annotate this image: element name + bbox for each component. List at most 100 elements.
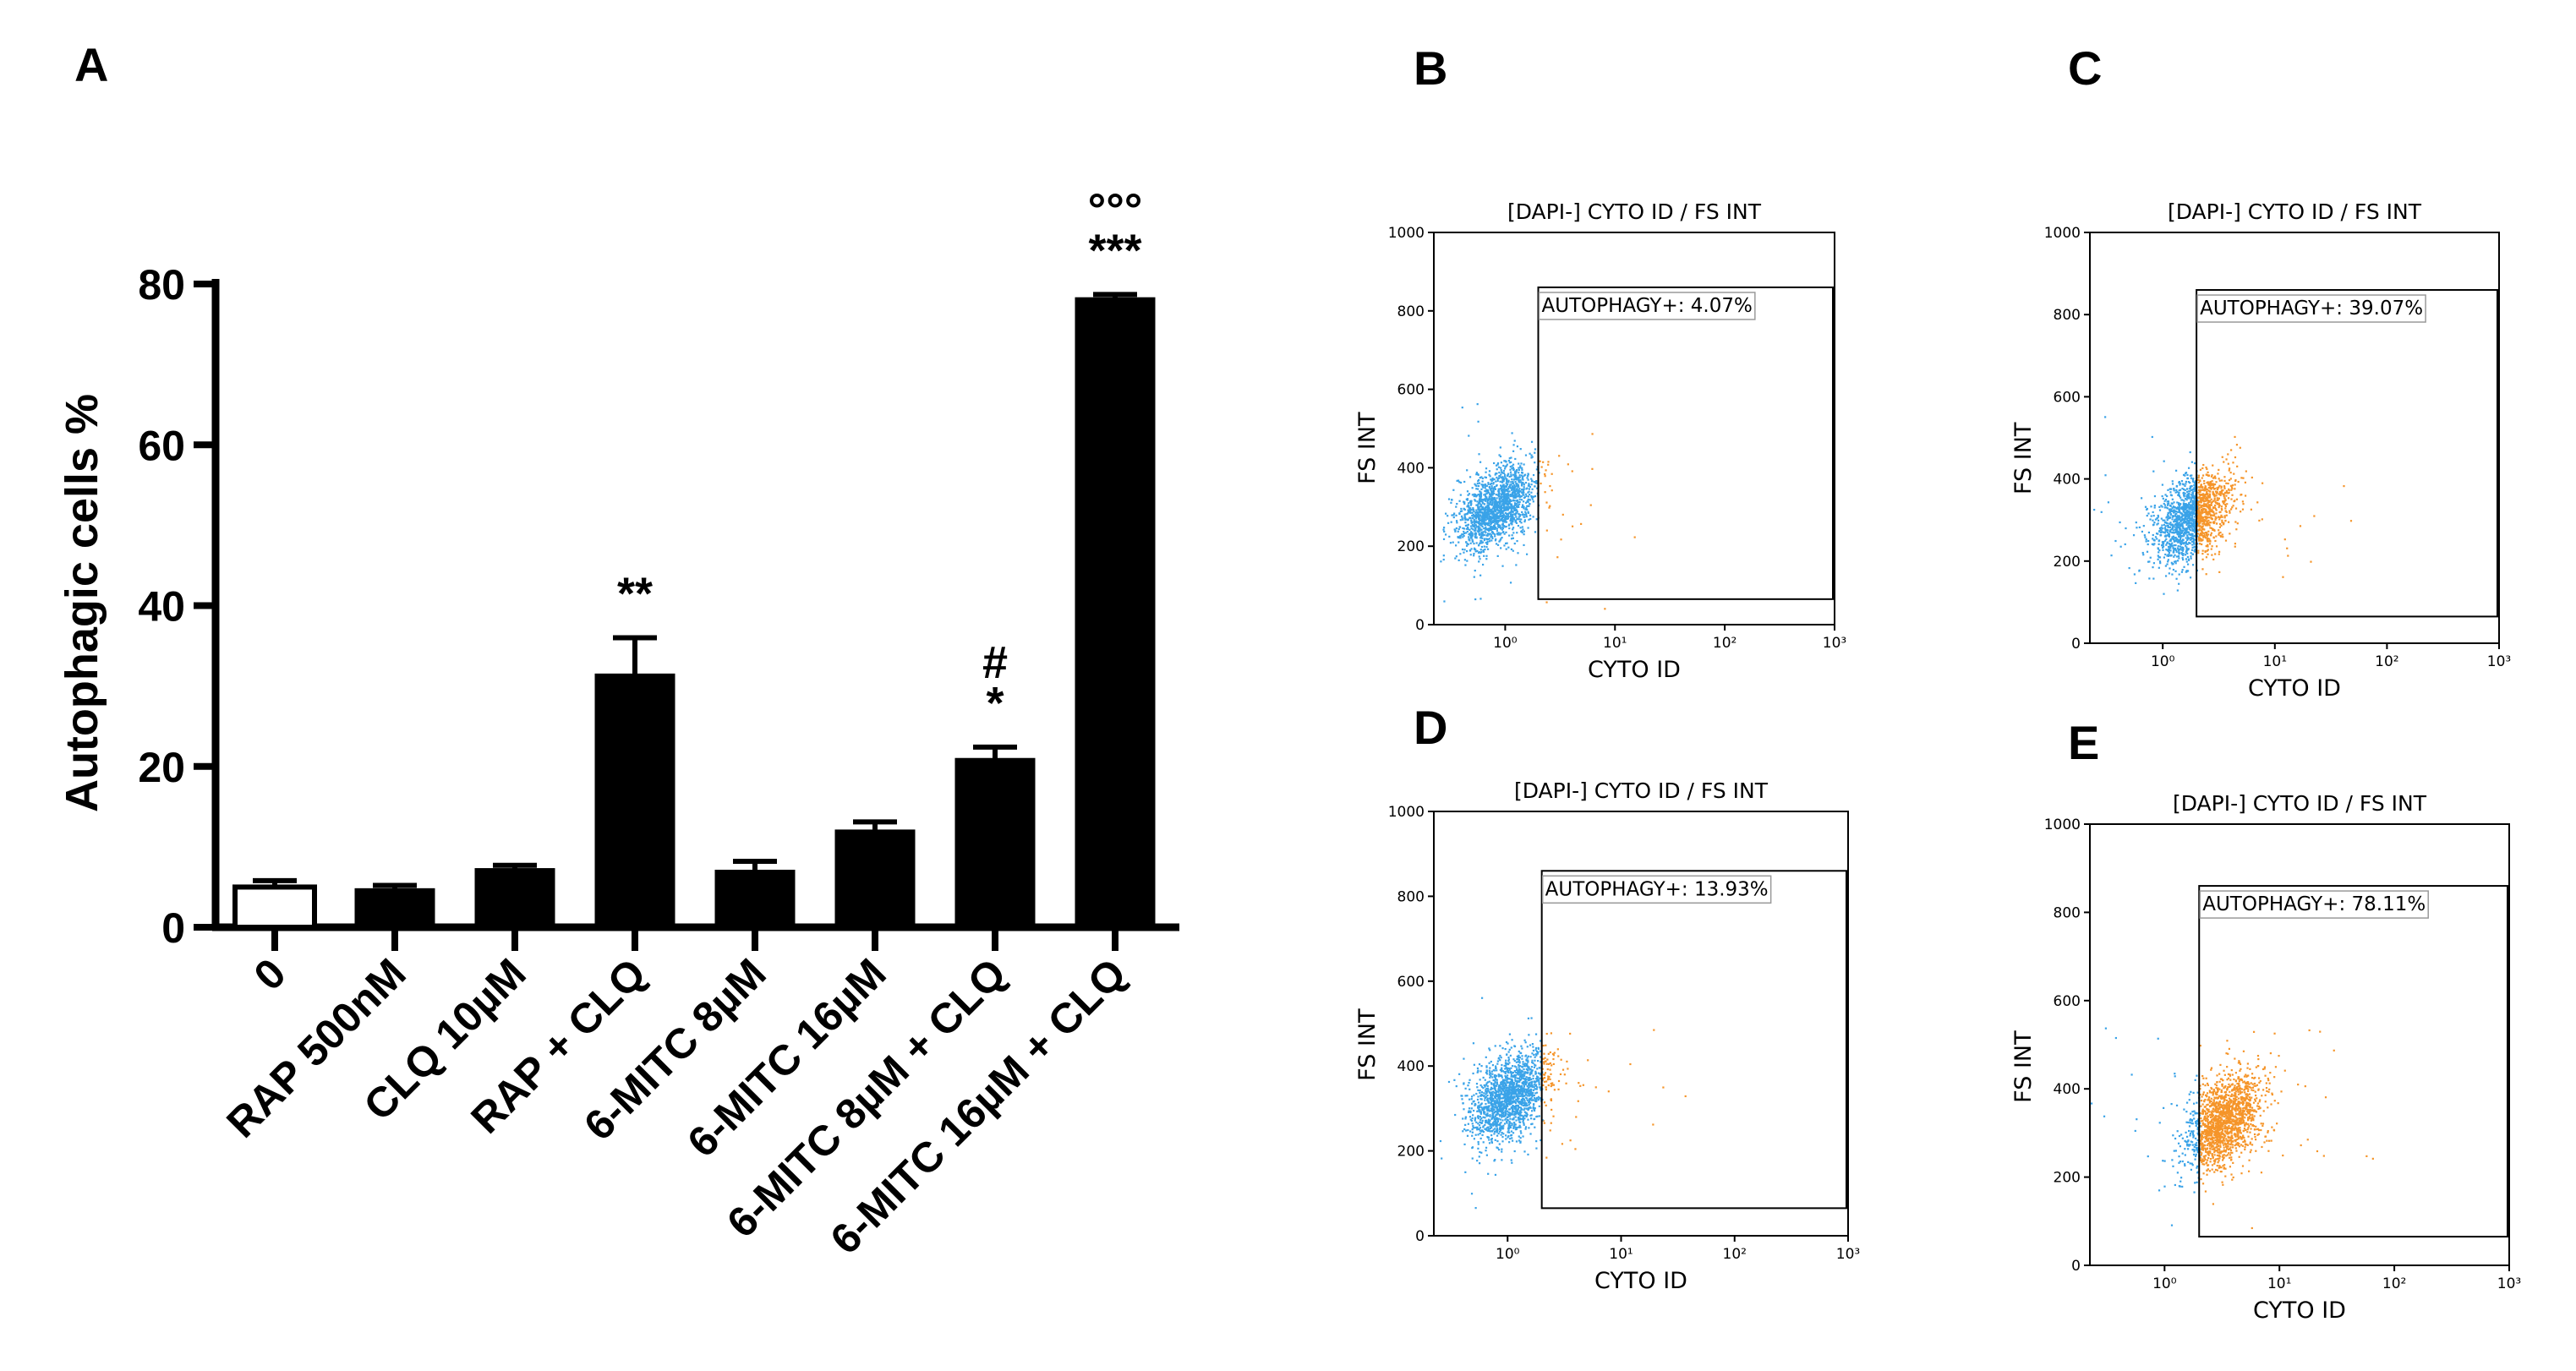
event-negative	[2145, 538, 2147, 541]
bar	[954, 757, 1036, 928]
event-positive	[2197, 552, 2200, 554]
event-negative	[2179, 528, 2181, 532]
event-negative	[1512, 516, 1515, 520]
event-negative	[2193, 512, 2196, 516]
event-negative	[1494, 519, 1496, 522]
event-negative	[1525, 1081, 1528, 1084]
event-positive	[2205, 489, 2207, 491]
event-negative	[2164, 539, 2167, 542]
event-negative	[1529, 1084, 1532, 1087]
event-negative	[1518, 1085, 1520, 1088]
event-positive	[1547, 1084, 1550, 1087]
event-positive	[2207, 499, 2210, 502]
event-positive	[2212, 486, 2214, 489]
event-negative	[1506, 1053, 1508, 1056]
event-negative	[1497, 519, 1500, 522]
event-negative	[2166, 542, 2169, 544]
event-negative	[2188, 559, 2190, 561]
event-negative	[1513, 494, 1516, 497]
event-negative	[1503, 494, 1507, 496]
event-negative	[1532, 1094, 1534, 1096]
event-negative	[1482, 513, 1485, 516]
event-negative	[1504, 1072, 1507, 1074]
event-positive	[1550, 1073, 1552, 1075]
event-negative	[2167, 554, 2169, 556]
y-tick-label: 600	[2054, 389, 2081, 406]
event-negative	[1525, 1068, 1528, 1071]
event-negative	[1485, 509, 1488, 511]
event-positive	[2205, 466, 2207, 469]
event-negative	[1534, 451, 1536, 454]
event-negative	[1457, 530, 1459, 533]
event-negative	[1490, 1100, 1493, 1103]
event-negative	[2107, 501, 2110, 504]
event-negative	[2187, 516, 2190, 520]
event-negative	[2135, 582, 2137, 584]
event-negative	[1512, 1086, 1515, 1089]
event-positive	[2218, 550, 2221, 553]
event-negative	[2187, 513, 2190, 516]
event-negative	[2167, 525, 2169, 527]
event-positive	[2214, 500, 2217, 503]
event-negative	[1501, 494, 1503, 496]
event-negative	[2194, 501, 2196, 505]
event-negative	[1464, 513, 1467, 516]
event-negative	[1474, 522, 1476, 525]
event-negative	[1530, 1084, 1533, 1086]
y-tick-label: 400	[1397, 1058, 1425, 1075]
event-negative	[1507, 1124, 1510, 1127]
event-negative	[1490, 1073, 1492, 1075]
event-negative	[1500, 1081, 1502, 1084]
event-negative	[1496, 1128, 1499, 1130]
event-negative	[1466, 490, 1469, 493]
event-negative	[1527, 511, 1529, 513]
event-negative	[1518, 474, 1521, 477]
event-negative	[1494, 535, 1496, 538]
event-negative	[1519, 1137, 1522, 1139]
event-negative	[1461, 407, 1463, 409]
event-negative	[1531, 1080, 1534, 1083]
event-positive	[2201, 494, 2204, 497]
event-negative	[1522, 1102, 1524, 1105]
event-negative	[1482, 522, 1485, 524]
event-negative	[2178, 480, 2180, 483]
event-negative	[1499, 1059, 1501, 1062]
event-negative	[1534, 1053, 1537, 1056]
event-positive	[2212, 483, 2215, 485]
event-negative	[1501, 1103, 1504, 1106]
event-negative	[1485, 538, 1488, 540]
event-negative	[1528, 1127, 1530, 1129]
event-negative	[1485, 1088, 1488, 1090]
event-positive	[2216, 489, 2218, 491]
event-negative	[1493, 485, 1496, 489]
event-negative	[1506, 542, 1508, 544]
event-negative	[1506, 1122, 1508, 1124]
event-negative	[1515, 1140, 1518, 1143]
event-negative	[1498, 475, 1501, 478]
event-negative	[1480, 504, 1483, 506]
event-negative	[1507, 497, 1510, 500]
event-negative	[1496, 500, 1498, 503]
event-negative	[2167, 560, 2169, 563]
event-negative	[1514, 1101, 1518, 1105]
event-negative	[1471, 514, 1474, 517]
event-negative	[1514, 1126, 1517, 1128]
event-negative	[1529, 1076, 1531, 1079]
event-negative	[1480, 545, 1484, 549]
event-negative	[2163, 540, 2165, 543]
event-negative	[2168, 554, 2170, 556]
event-negative	[2165, 549, 2168, 551]
event-negative	[1512, 1084, 1514, 1087]
event-positive	[2226, 503, 2229, 505]
event-negative	[2166, 519, 2169, 522]
event-positive	[2207, 513, 2209, 516]
event-negative	[1512, 527, 1515, 529]
event-negative	[2174, 528, 2176, 531]
event-negative	[1493, 525, 1496, 527]
event-negative	[1496, 530, 1499, 533]
bar	[594, 673, 675, 928]
event-negative	[2194, 462, 2196, 465]
event-negative	[1496, 527, 1498, 530]
event-positive	[1653, 1029, 1655, 1031]
event-positive	[1547, 1077, 1550, 1080]
